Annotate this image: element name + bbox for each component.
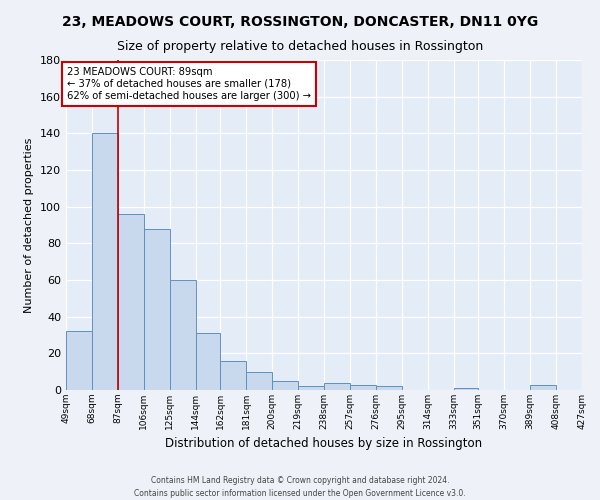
Bar — [66, 332, 92, 390]
Bar — [350, 384, 376, 390]
Y-axis label: Number of detached properties: Number of detached properties — [25, 138, 34, 312]
Bar — [246, 372, 272, 390]
Bar — [454, 388, 478, 390]
Bar — [170, 280, 196, 390]
Bar — [582, 386, 600, 390]
Bar — [220, 360, 246, 390]
Bar — [298, 386, 324, 390]
Text: Size of property relative to detached houses in Rossington: Size of property relative to detached ho… — [117, 40, 483, 53]
Text: 23 MEADOWS COURT: 89sqm
← 37% of detached houses are smaller (178)
62% of semi-d: 23 MEADOWS COURT: 89sqm ← 37% of detache… — [67, 68, 311, 100]
Bar — [376, 386, 402, 390]
Text: 23, MEADOWS COURT, ROSSINGTON, DONCASTER, DN11 0YG: 23, MEADOWS COURT, ROSSINGTON, DONCASTER… — [62, 15, 538, 29]
Bar — [118, 214, 144, 390]
Bar — [530, 384, 556, 390]
Bar — [196, 333, 220, 390]
Bar — [272, 381, 298, 390]
Bar — [324, 382, 350, 390]
X-axis label: Distribution of detached houses by size in Rossington: Distribution of detached houses by size … — [166, 438, 482, 450]
Bar — [92, 134, 118, 390]
Bar — [144, 228, 170, 390]
Text: Contains HM Land Registry data © Crown copyright and database right 2024.
Contai: Contains HM Land Registry data © Crown c… — [134, 476, 466, 498]
